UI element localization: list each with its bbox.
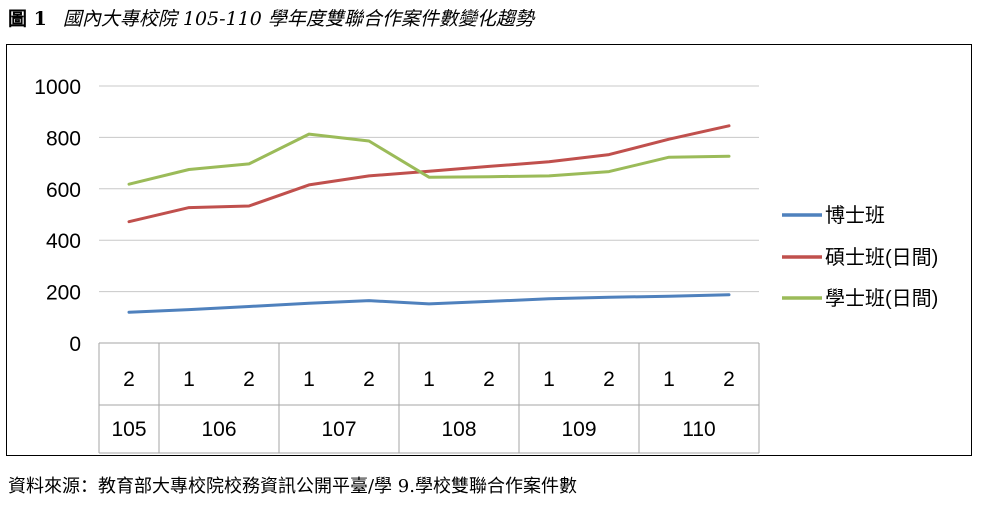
x-group-label: 110: [682, 418, 715, 441]
y-tick-label: 1000: [34, 76, 81, 99]
series-line: [127, 124, 731, 224]
legend-label: 博士班: [825, 204, 885, 227]
x-tick-label: 2: [603, 368, 615, 391]
x-tick-label: 1: [303, 368, 315, 391]
source-note: 資料來源：教育部大專校院校務資訊公開平臺/學 9.學校雙聯合作案件數: [8, 476, 577, 497]
chart-area: 2 1 2 1 2 1 2 1 2 1 2 105 106 107 108 109 110 0 200 400 600…: [6, 44, 972, 456]
x-group-label: 108: [441, 418, 476, 441]
figure-number: 圖 1: [8, 8, 47, 30]
y-tick-label: 0: [69, 333, 81, 356]
figure-title-text: 國內大專校院 105-110 學年度雙聯合作案件數變化趨勢: [62, 8, 534, 30]
x-tick-label: 1: [183, 368, 195, 391]
line-chart: 2 1 2 1 2 1 2 1 2 1 2 105 106 107 108 109 110 0 200 400 600…: [34, 76, 938, 454]
x-tick-label: 2: [123, 368, 135, 391]
x-group-label: 106: [201, 418, 236, 441]
y-axis: 0 200 400 600 800 1000: [34, 76, 81, 356]
series-line: [127, 132, 731, 186]
x-tick-label: 2: [243, 368, 255, 391]
y-tick-label: 400: [46, 230, 81, 253]
y-tick-label: 600: [46, 179, 81, 202]
y-tick-label: 200: [46, 282, 81, 305]
legend-label: 碩士班(日間): [825, 246, 938, 269]
x-group-label: 109: [561, 418, 596, 441]
gridlines: [99, 85, 759, 293]
x-tick-label: 2: [363, 368, 375, 391]
x-tick-label: 1: [663, 368, 675, 391]
x-tick-label: 1: [543, 368, 555, 391]
x-group-label: 105: [111, 418, 146, 441]
x-tick-label: 2: [723, 368, 735, 391]
x-group-label: 107: [321, 418, 356, 441]
series-lines: [127, 124, 731, 314]
figure-title: 圖 1 國內大專校院 105-110 學年度雙聯合作案件數變化趨勢: [8, 4, 534, 31]
y-tick-label: 800: [46, 127, 81, 150]
series-line: [127, 293, 731, 314]
x-tick-label: 1: [423, 368, 435, 391]
legend-label: 學士班(日間): [825, 287, 938, 310]
x-axis: 2 1 2 1 2 1 2 1 2 1 2 105 106 107 108 109 110: [98, 342, 760, 454]
x-tick-label: 2: [483, 368, 495, 391]
